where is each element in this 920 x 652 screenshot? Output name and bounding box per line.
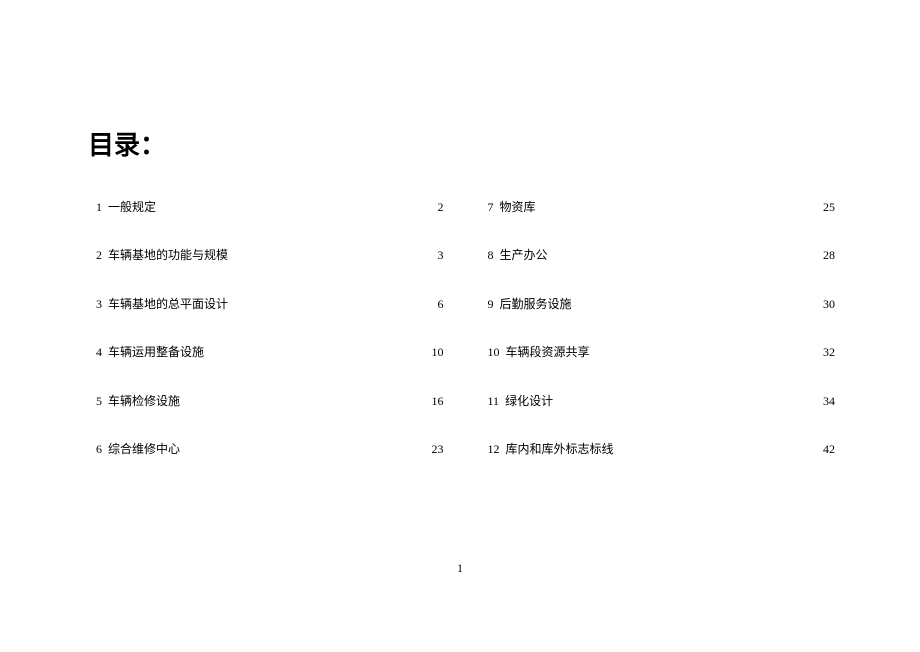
- toc-entry: 9 后勤服务设施 30: [480, 297, 836, 311]
- toc-entry-number: 1: [88, 200, 102, 214]
- toc-entry-number: 9: [480, 297, 494, 311]
- toc-entry-page: 2: [438, 200, 444, 214]
- toc-entry-page: 28: [823, 248, 835, 262]
- toc-entry-page: 30: [823, 297, 835, 311]
- page-number: 1: [0, 561, 920, 576]
- toc-entry-label: 库内和库外标志标线: [500, 442, 614, 456]
- toc-entry-label: 车辆运用整备设施: [102, 345, 204, 359]
- toc-entry-page: 16: [432, 394, 444, 408]
- toc-entry: 11 绿化设计 34: [480, 394, 836, 408]
- document-page: 目录： 1 一般规定 2 2 车辆基地的功能与规模 3 3 车辆基地的总平面设计…: [0, 0, 920, 652]
- toc-entry-label: 车辆基地的功能与规模: [102, 248, 228, 262]
- toc-entry-label: 综合维修中心: [102, 442, 180, 456]
- toc-entry-label: 一般规定: [102, 200, 156, 214]
- toc-entry-number: 2: [88, 248, 102, 262]
- toc-entry-label: 生产办公: [494, 248, 548, 262]
- toc-entry-page: 32: [823, 345, 835, 359]
- toc-entry: 6 综合维修中心 23: [88, 442, 444, 456]
- toc-entry: 4 车辆运用整备设施 10: [88, 345, 444, 359]
- toc-entry-label: 绿化设计: [499, 394, 553, 408]
- toc-entry: 7 物资库 25: [480, 200, 836, 214]
- toc-entry: 5 车辆检修设施 16: [88, 394, 444, 408]
- toc-entry: 8 生产办公 28: [480, 248, 836, 262]
- toc-entry-label: 物资库: [494, 200, 536, 214]
- toc-entry-label: 后勤服务设施: [494, 297, 572, 311]
- toc-entry-number: 8: [480, 248, 494, 262]
- toc-entry-number: 3: [88, 297, 102, 311]
- toc-entry-number: 6: [88, 442, 102, 456]
- toc-entry-page: 23: [432, 442, 444, 456]
- toc-columns: 1 一般规定 2 2 车辆基地的功能与规模 3 3 车辆基地的总平面设计 6 4…: [88, 200, 835, 490]
- toc-entry-label: 车辆基地的总平面设计: [102, 297, 228, 311]
- toc-entry: 10 车辆段资源共享 32: [480, 345, 836, 359]
- toc-entry-page: 34: [823, 394, 835, 408]
- toc-entry-label: 车辆段资源共享: [500, 345, 590, 359]
- toc-entry: 12 库内和库外标志标线 42: [480, 442, 836, 456]
- toc-entry: 3 车辆基地的总平面设计 6: [88, 297, 444, 311]
- toc-entry-number: 11: [480, 394, 500, 408]
- toc-entry-page: 42: [823, 442, 835, 456]
- toc-entry-number: 7: [480, 200, 494, 214]
- toc-entry: 1 一般规定 2: [88, 200, 444, 214]
- toc-entry-page: 25: [823, 200, 835, 214]
- toc-entry-number: 10: [480, 345, 500, 359]
- toc-entry-number: 12: [480, 442, 500, 456]
- toc-entry-number: 5: [88, 394, 102, 408]
- toc-entry-page: 10: [432, 345, 444, 359]
- toc-entry-label: 车辆检修设施: [102, 394, 180, 408]
- toc-entry-page: 3: [438, 248, 444, 262]
- toc-left-column: 1 一般规定 2 2 车辆基地的功能与规模 3 3 车辆基地的总平面设计 6 4…: [88, 200, 444, 490]
- toc-entry-number: 4: [88, 345, 102, 359]
- toc-right-column: 7 物资库 25 8 生产办公 28 9 后勤服务设施 30 10 车辆段资源共…: [480, 200, 836, 490]
- toc-entry-page: 6: [438, 297, 444, 311]
- toc-title: 目录：: [88, 125, 835, 162]
- toc-entry: 2 车辆基地的功能与规模 3: [88, 248, 444, 262]
